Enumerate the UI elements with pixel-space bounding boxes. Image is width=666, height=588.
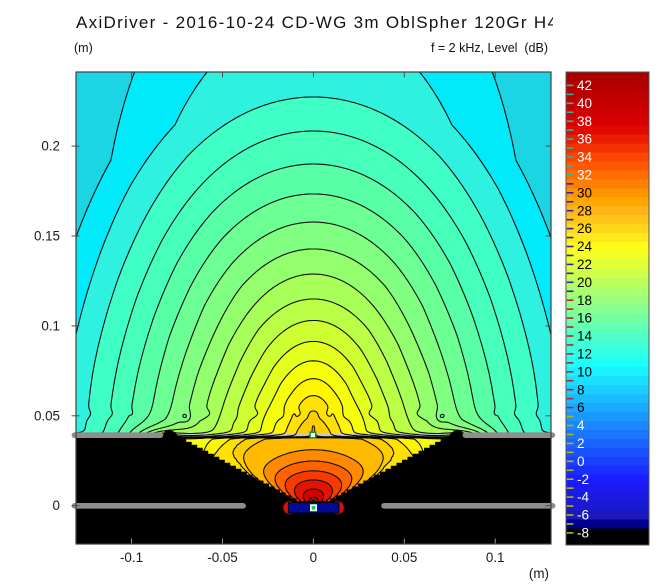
svg-text:6: 6 [577,400,585,415]
svg-text:22: 22 [577,257,592,272]
svg-text:36: 36 [577,132,592,147]
svg-text:32: 32 [577,168,592,183]
svg-text:8: 8 [577,382,585,397]
svg-text:-8: -8 [577,526,589,541]
svg-text:14: 14 [577,329,593,344]
svg-text:-0.05: -0.05 [207,550,238,565]
svg-text:28: 28 [577,203,592,218]
svg-text:0.2: 0.2 [41,139,60,154]
svg-text:26: 26 [577,221,592,236]
svg-text:0: 0 [310,550,317,565]
svg-text:38: 38 [577,114,592,129]
svg-text:20: 20 [577,275,592,290]
svg-text:(m): (m) [529,566,549,581]
svg-text:10: 10 [577,364,592,379]
svg-text:4: 4 [577,418,585,433]
svg-text:42: 42 [577,78,592,93]
svg-text:-2: -2 [577,472,589,487]
svg-text:0.1: 0.1 [486,550,505,565]
svg-text:40: 40 [577,96,592,111]
svg-text:16: 16 [577,311,592,326]
svg-text:24: 24 [577,239,593,254]
svg-text:34: 34 [577,150,593,165]
svg-text:-6: -6 [577,508,589,523]
svg-text:-0.1: -0.1 [120,550,143,565]
svg-text:30: 30 [577,185,592,200]
svg-text:2: 2 [577,436,585,451]
svg-text:12: 12 [577,347,592,362]
svg-text:0.1: 0.1 [41,318,60,333]
svg-text:-4: -4 [577,490,589,505]
svg-text:18: 18 [577,293,592,308]
svg-text:0: 0 [53,498,60,513]
svg-text:0.15: 0.15 [34,229,60,244]
svg-text:0.05: 0.05 [391,550,417,565]
svg-text:0.05: 0.05 [34,408,60,423]
svg-text:0: 0 [577,454,585,469]
